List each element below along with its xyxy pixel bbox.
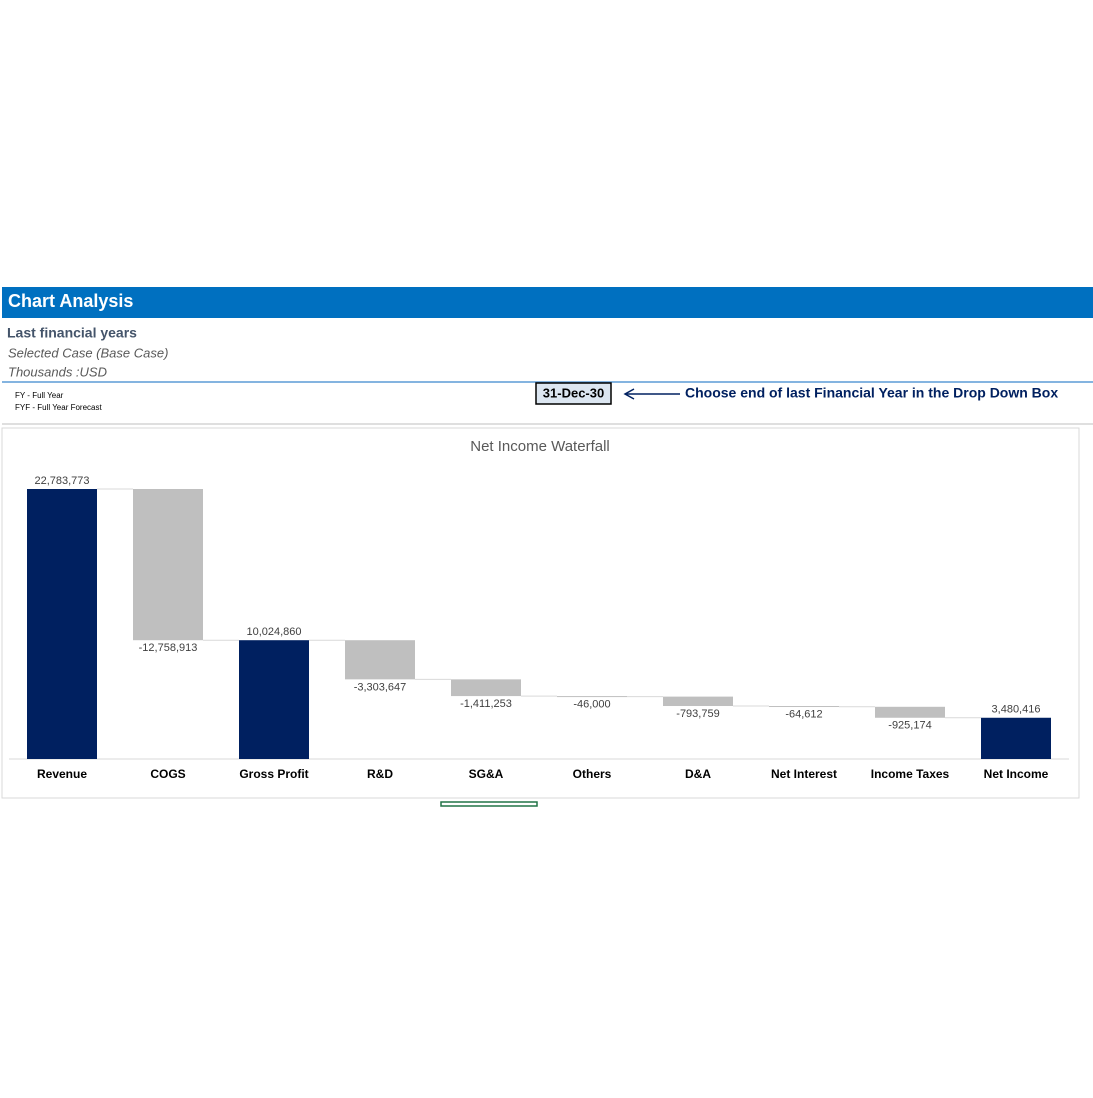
x-tick-label: R&D xyxy=(367,767,393,781)
data-label: -46,000 xyxy=(573,699,610,711)
data-label: -793,759 xyxy=(676,708,719,720)
data-label: -12,758,913 xyxy=(139,642,198,654)
bar xyxy=(769,706,839,708)
bar xyxy=(557,696,627,698)
x-tick-label: SG&A xyxy=(469,767,504,781)
x-tick-label: Gross Profit xyxy=(239,767,308,781)
bar xyxy=(663,696,733,707)
bar xyxy=(239,640,309,759)
subtitle: Last financial years xyxy=(7,325,137,341)
note: FY - Full Year xyxy=(15,391,64,400)
units: Thousands :USD xyxy=(8,364,107,379)
bar xyxy=(451,679,521,697)
cell-selection xyxy=(440,801,538,807)
x-tick-label: D&A xyxy=(685,767,711,781)
bar xyxy=(133,489,203,641)
data-label: 22,783,773 xyxy=(34,475,89,487)
bar xyxy=(875,706,945,718)
bar xyxy=(345,640,415,680)
note: FYF - Full Year Forecast xyxy=(15,403,102,412)
date-value[interactable]: 31-Dec-30 xyxy=(543,385,604,400)
case: Selected Case (Base Case) xyxy=(8,345,168,360)
bar xyxy=(981,717,1051,759)
x-tick-label: Net Interest xyxy=(771,767,837,781)
date-dropdown[interactable] xyxy=(535,382,612,405)
bar xyxy=(27,489,97,759)
header-bar xyxy=(2,287,1093,318)
instruction: Choose end of last Financial Year in the… xyxy=(685,385,1058,401)
header-title: Chart Analysis xyxy=(8,291,133,311)
x-tick-label: Net Income xyxy=(984,767,1049,781)
data-label: 10,024,860 xyxy=(246,626,301,638)
x-tick-label: Revenue xyxy=(37,767,87,781)
x-tick-label: Income Taxes xyxy=(871,767,950,781)
data-label: 3,480,416 xyxy=(992,704,1041,716)
chart-title: Net Income Waterfall xyxy=(470,438,610,455)
data-label: -3,303,647 xyxy=(354,681,407,693)
data-label: -925,174 xyxy=(888,720,931,732)
data-label: -64,612 xyxy=(785,709,822,721)
plot: 22,783,773 Revenue -12,758,913 COGS 10,024,8… xyxy=(9,475,1069,781)
x-tick-label: COGS xyxy=(150,767,185,781)
arrow-head xyxy=(623,388,635,400)
data-label: -1,411,253 xyxy=(460,698,512,710)
x-tick-label: Others xyxy=(573,767,612,781)
